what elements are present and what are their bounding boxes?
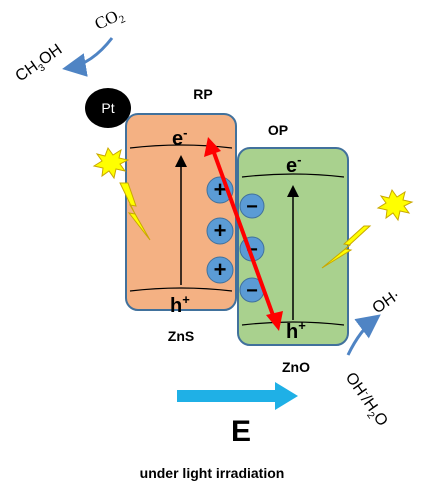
- zns-hole: h+: [170, 292, 190, 317]
- svg-text:−: −: [246, 280, 258, 302]
- pt-label: Pt: [101, 100, 114, 116]
- rp-label: RP: [193, 86, 212, 102]
- positive-charge: +: [206, 256, 234, 284]
- double-arrow-icon: [204, 137, 283, 331]
- caption: under light irradiation: [140, 465, 285, 481]
- field-label: E: [231, 415, 251, 448]
- pt-particle: [85, 88, 131, 128]
- zno-hole: h+: [286, 318, 306, 343]
- positive-charge: +: [206, 217, 234, 245]
- right-arrow-icon: [177, 382, 298, 410]
- zno-label: ZnO: [282, 359, 310, 375]
- oxidation-curved-arrow: [346, 314, 381, 356]
- co2-reduction-arrow: [62, 37, 114, 77]
- co2-label: CO2: [92, 4, 128, 36]
- zns-vb-line: [129, 287, 233, 292]
- zns-cb-line: [129, 144, 233, 149]
- op-label: OP: [268, 122, 288, 138]
- negative-charge: −: [239, 193, 265, 219]
- svg-text:+: +: [214, 218, 227, 243]
- zno-vb-line: [241, 321, 345, 326]
- starburst-icon: [376, 188, 414, 222]
- ch3oh-label: CH3OH: [13, 41, 68, 88]
- svg-text:−: −: [246, 239, 258, 261]
- oh-h2o-label: OH-/H2O: [339, 369, 391, 431]
- svg-text:−: −: [246, 196, 258, 218]
- lightning-icon: [119, 182, 151, 241]
- lightning-icon: [321, 225, 372, 269]
- zno-cb-line: [241, 173, 345, 178]
- zno-electron: e-: [286, 152, 301, 177]
- starburst-icon: [92, 146, 130, 180]
- svg-text:+: +: [214, 257, 227, 282]
- oh-radical-label: OH·: [370, 287, 404, 318]
- zns-label: ZnS: [168, 328, 194, 344]
- zns-electron: e-: [172, 125, 187, 150]
